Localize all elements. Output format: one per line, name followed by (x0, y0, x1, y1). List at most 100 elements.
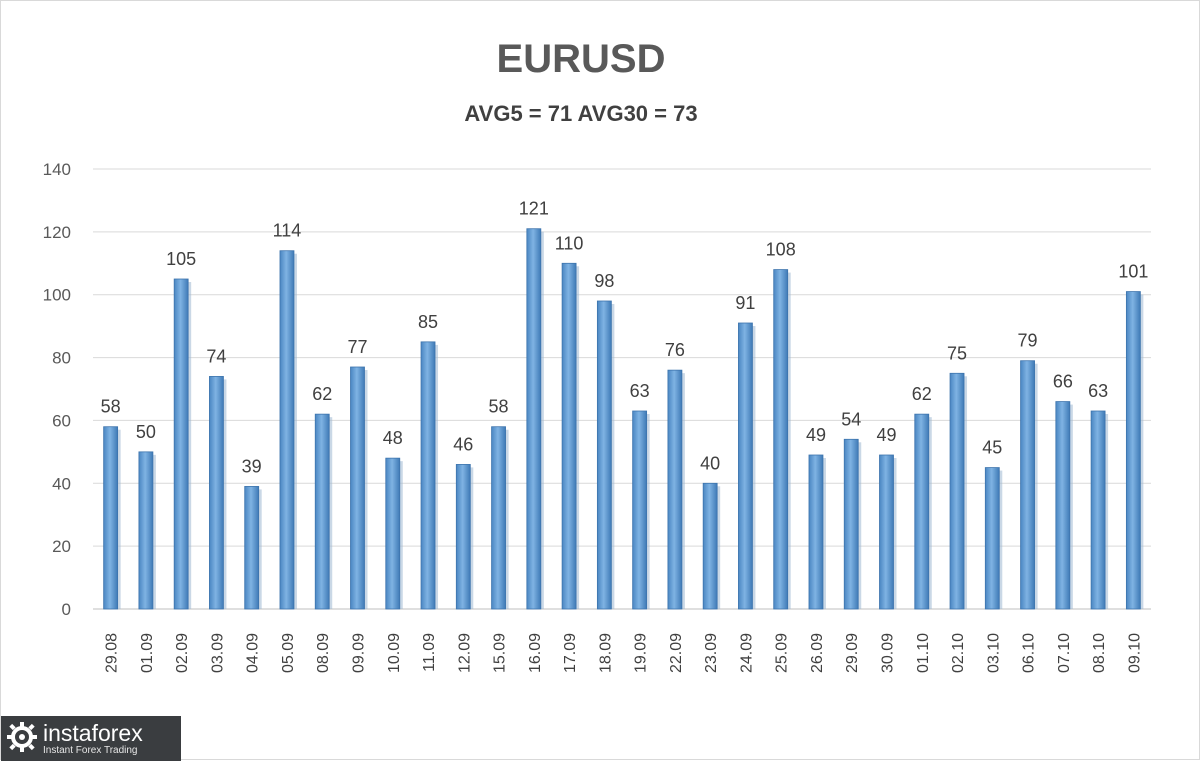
x-tick-label: 22.09 (668, 633, 685, 673)
bar (632, 410, 648, 610)
x-tick-label: 03.09 (209, 633, 226, 673)
bar (843, 438, 859, 610)
data-label: 77 (347, 337, 367, 357)
bar (279, 250, 295, 610)
x-tick-label: 24.09 (738, 633, 755, 673)
bar (879, 454, 894, 610)
x-tick-label: 09.09 (351, 633, 368, 673)
y-tick-label: 40 (52, 474, 71, 493)
bar (738, 322, 753, 610)
data-label: 76 (665, 340, 685, 360)
bar (1090, 410, 1106, 610)
x-tick-label: 25.09 (774, 633, 791, 673)
bar (173, 278, 189, 610)
x-tick-label: 12.09 (456, 633, 473, 673)
data-label: 121 (519, 199, 549, 219)
data-label: 45 (982, 438, 1002, 458)
x-tick-label: 03.10 (985, 633, 1002, 673)
x-tick-label: 08.09 (315, 633, 332, 673)
bar (984, 467, 1000, 610)
bar (949, 372, 965, 610)
x-tick-label: 19.09 (633, 633, 650, 673)
y-tick-label: 140 (43, 160, 71, 179)
data-label: 58 (489, 397, 509, 417)
data-label: 50 (136, 422, 156, 442)
x-tick-label: 18.09 (597, 633, 614, 673)
y-tick-label: 100 (43, 286, 71, 305)
bar (1020, 360, 1035, 610)
x-tick-label: 16.09 (527, 633, 544, 673)
data-label: 48 (383, 428, 403, 448)
bar (350, 366, 365, 610)
data-label: 58 (101, 397, 121, 417)
data-label: 85 (418, 312, 438, 332)
x-tick-label: 06.10 (1021, 633, 1038, 673)
logo-tagline: Instant Forex Trading (43, 745, 138, 756)
data-labels: 58 50 105 74 39 114 62 77 48 85 46 58 121 110 98 63 76 40… (101, 199, 1149, 477)
gridlines (93, 168, 1151, 610)
bar (914, 413, 930, 610)
x-tick-label: 15.09 (492, 633, 509, 673)
x-tick-label: 11.09 (421, 633, 438, 672)
bar (667, 369, 683, 610)
data-label: 62 (912, 384, 932, 404)
data-label: 75 (947, 343, 967, 363)
data-label: 46 (453, 434, 473, 454)
bar (420, 341, 436, 610)
instaforex-logo: instaforex Instant Forex Trading (1, 716, 181, 761)
data-label: 108 (766, 240, 796, 260)
x-tick-label: 23.09 (703, 633, 720, 673)
bar (526, 228, 542, 610)
x-tick-label: 01.10 (915, 633, 932, 673)
bar (209, 376, 224, 610)
data-label: 110 (555, 233, 584, 253)
x-axis-ticks: 29.08 01.09 02.09 03.09 04.09 05.09 08.09 09.09… (104, 633, 1144, 673)
x-tick-label: 01.09 (139, 633, 156, 673)
x-tick-label: 02.10 (950, 633, 967, 673)
x-tick-label: 17.09 (562, 633, 579, 673)
y-axis-ticks: 0 20 40 60 80 100 120 140 (43, 160, 71, 619)
y-tick-label: 20 (52, 537, 71, 556)
bar (1125, 291, 1141, 610)
y-tick-label: 60 (52, 411, 71, 430)
bar (103, 426, 119, 610)
x-tick-label: 05.09 (280, 633, 297, 673)
data-label: 49 (806, 425, 826, 445)
x-tick-label: 02.09 (174, 633, 191, 673)
bar (561, 262, 577, 610)
bar (138, 451, 154, 610)
data-label: 63 (630, 381, 650, 401)
data-label: 39 (242, 456, 262, 476)
x-tick-label: 26.09 (809, 633, 826, 673)
data-label: 105 (166, 249, 196, 269)
bar (773, 269, 789, 610)
chart-title: EURUSD (496, 37, 666, 81)
y-tick-label: 80 (52, 349, 71, 368)
bar (385, 457, 401, 610)
gear-icon (7, 722, 37, 752)
data-label: 74 (206, 346, 226, 366)
data-label: 40 (700, 453, 720, 473)
bar (491, 426, 506, 610)
data-label: 91 (735, 293, 755, 313)
bar (702, 482, 718, 610)
bar (455, 464, 471, 610)
x-tick-label: 08.10 (1091, 633, 1108, 673)
data-label: 62 (312, 384, 332, 404)
x-tick-label: 04.09 (245, 633, 262, 673)
data-label: 66 (1053, 372, 1073, 392)
data-label: 114 (273, 221, 302, 241)
data-label: 54 (841, 409, 861, 429)
x-tick-label: 09.10 (1126, 633, 1143, 673)
bar (314, 413, 330, 610)
y-tick-label: 120 (43, 223, 71, 242)
x-tick-label: 29.08 (104, 633, 121, 673)
x-tick-label: 10.09 (386, 633, 403, 673)
bar (244, 486, 260, 610)
logo-name: instaforex (43, 720, 143, 746)
x-tick-label: 07.10 (1056, 633, 1073, 673)
chart-subtitle: AVG5 = 71 AVG30 = 73 (464, 101, 698, 126)
bar (808, 454, 824, 610)
data-label: 79 (1018, 331, 1038, 351)
